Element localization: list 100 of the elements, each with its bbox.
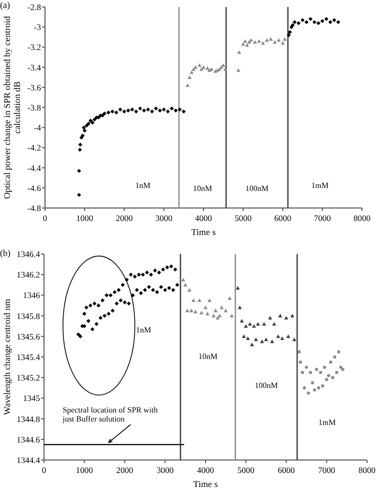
point [228,296,232,300]
point [335,370,338,374]
y-axis-title: Wavelength change centroid nm [2,299,12,415]
y-tick-label: -3.6 [28,82,41,92]
point [77,192,82,197]
point [333,355,336,359]
x-axis-title: Time s [193,479,218,489]
x-tick-label: 4000 [195,213,212,223]
point [324,17,328,22]
y-tick-label: 1346 [23,290,40,300]
point [240,318,244,323]
y-tick-label: -4 [34,122,42,133]
point [304,20,309,24]
point [242,334,246,338]
x-tick-label: 3000 [156,465,174,475]
point [171,288,176,292]
point [92,301,96,306]
point [249,38,254,42]
point [154,106,158,111]
chart-title: (a) [0,0,10,10]
point [270,340,274,344]
x-tick-label: 3000 [155,213,172,223]
point [153,268,158,272]
point [150,110,154,114]
annotation: 100nM [245,184,269,193]
point [286,334,290,338]
point [118,298,123,302]
point [341,368,344,371]
point [148,272,153,277]
point [167,286,172,290]
point [146,284,151,289]
point [110,110,114,114]
point [320,384,324,388]
point [130,293,135,298]
point [162,108,166,112]
point [328,20,332,24]
point [106,312,111,316]
y-tick-label: -3.8 [28,102,41,112]
point [98,316,103,320]
x-tick-label: 4000 [197,465,214,475]
point [246,336,250,340]
point [320,19,324,24]
point [252,324,256,328]
point [88,118,93,123]
x-tick-label: 6000 [274,213,292,223]
y-tick-label: 1345.4 [16,352,41,362]
point [292,20,297,24]
y-tick-label: 1344.8 [16,414,40,424]
point [132,274,137,279]
point [78,148,82,152]
point [288,30,292,34]
point [300,18,305,22]
point [212,314,216,318]
point [280,41,285,45]
point [126,108,130,113]
point [138,291,143,296]
point [138,106,142,111]
x-axis-title: Time s [191,227,216,237]
point [248,322,252,326]
point [82,126,86,130]
point [114,301,119,306]
chart-title: (b) [0,248,10,258]
point [205,66,210,70]
point [272,40,277,44]
point [230,314,234,318]
point [312,388,316,392]
point [106,110,110,115]
point [329,360,332,364]
point [102,112,106,116]
y-tick-label: 1344.6 [16,434,40,444]
point [237,50,242,54]
x-tick-label: 5000 [234,213,252,223]
y-tick-label: -4.8 [28,203,41,213]
point [134,110,138,114]
point [236,286,240,290]
point [312,20,316,24]
point [282,37,287,41]
point [142,288,147,292]
x-tick-label: 6000 [278,465,295,475]
point [314,368,318,371]
point [118,108,122,112]
y-axis-title: Optical power change in SPR obtained by centroid calculation dB [2,16,22,199]
y-tick-label: -4.4 [28,162,42,173]
point [238,306,242,310]
point [157,270,162,275]
point [82,128,87,133]
point [308,17,312,22]
point [130,108,134,112]
point [337,350,340,354]
point [327,374,330,378]
point [104,293,109,298]
point [268,316,272,320]
point [90,120,95,125]
point [254,337,258,342]
y-tick-label: -2.8 [28,2,41,12]
point [120,282,125,287]
point [318,370,322,374]
point [116,288,121,292]
point [189,308,194,312]
annotation: 10nM [198,352,218,362]
